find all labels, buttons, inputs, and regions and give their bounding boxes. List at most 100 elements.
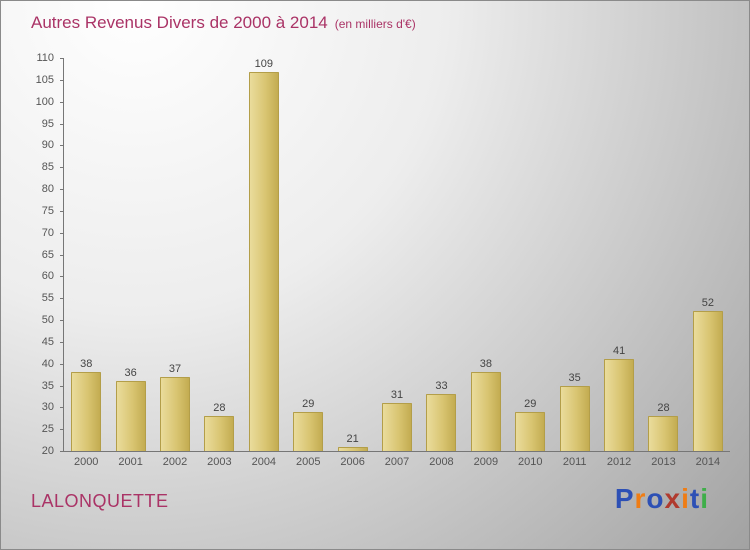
y-axis-tick-label: 105: [35, 73, 54, 86]
bar-value-label: 21: [346, 432, 359, 445]
bar-value-label: 38: [479, 358, 492, 371]
bar: [648, 416, 679, 451]
y-axis-tick-mark: [60, 167, 64, 169]
bar-column: 41: [597, 58, 641, 451]
bar-column: 36: [108, 58, 152, 451]
bar: [559, 385, 590, 451]
bar-value-label: 28: [657, 402, 670, 415]
bar-value-label: 36: [124, 367, 137, 380]
brand-letter: i: [700, 483, 709, 514]
y-axis-tick-label: 90: [41, 139, 54, 152]
bar-column: 37: [153, 58, 197, 451]
bar-value-label: 38: [80, 358, 93, 371]
y-axis-tick-label: 40: [41, 357, 54, 370]
bar-value-label: 29: [524, 397, 537, 410]
bar: [115, 381, 146, 451]
bar-value-label: 37: [168, 362, 182, 375]
brand-letter: o: [646, 483, 665, 514]
x-axis-tick-label: 2011: [562, 456, 587, 468]
bar: [248, 72, 279, 451]
y-axis-tick-mark: [60, 363, 64, 365]
x-axis-tick-label: 2012: [606, 456, 632, 468]
bar: [337, 446, 368, 451]
x-axis-tick-label: 2008: [429, 456, 454, 468]
x-axis-tick-label: 2006: [340, 456, 365, 468]
y-axis-tick-mark: [60, 320, 64, 321]
bar-column: 31: [375, 58, 419, 451]
y-axis-tick-label: 70: [41, 226, 54, 239]
x-axis-tick-label: 2009: [473, 456, 499, 468]
chart-title: Autres Revenus Divers de 2000 à 2014: [31, 13, 328, 32]
bar-value-label: 28: [213, 402, 226, 415]
bar: [71, 372, 102, 451]
x-axis-tick-label: 2001: [118, 456, 143, 468]
bar-column: 33: [419, 58, 463, 451]
y-axis-tick-mark: [60, 254, 64, 256]
bar-value-label: 52: [701, 297, 715, 310]
y-axis-tick-label: 110: [36, 52, 54, 64]
bar: [604, 359, 635, 451]
y-axis-tick-label: 25: [41, 423, 54, 436]
brand-letter: t: [689, 483, 701, 514]
bar: [293, 411, 324, 451]
y-axis-tick-label: 55: [41, 292, 54, 305]
bar: [204, 416, 235, 451]
bar-column: 35: [552, 58, 596, 451]
y-axis-tick-mark: [60, 429, 64, 431]
brand-letter: x: [664, 483, 682, 514]
bar: [382, 402, 413, 451]
bar-value-label: 33: [435, 380, 448, 393]
x-axis-tick-label: 2007: [384, 456, 410, 468]
x-axis-tick-label: 2005: [295, 456, 321, 468]
bar: [426, 394, 457, 451]
y-axis-tick-mark: [60, 232, 64, 234]
bar-value-label: 109: [254, 58, 273, 70]
y-axis-tick-mark: [60, 58, 64, 59]
y-axis-tick-label: 20: [41, 445, 54, 457]
x-axis-tick-label: 2003: [207, 456, 232, 468]
bar: [160, 376, 191, 451]
bars: 38 36 37 28 109 29 21 31 33 38 29 35 41 28 52: [64, 58, 730, 451]
y-axis-tick-mark: [60, 101, 64, 103]
bar-column: 21: [330, 58, 374, 451]
y-axis-tick-label: 30: [41, 401, 54, 414]
bar-column: 28: [641, 58, 685, 451]
y-axis-tick-label: 60: [41, 270, 54, 283]
x-axis-tick-label: 2000: [73, 456, 99, 468]
x-axis-tick-label: 2013: [651, 456, 676, 468]
bar-column: 38: [64, 58, 108, 451]
bar-value-label: 31: [390, 388, 404, 401]
y-axis-tick-label: 50: [41, 314, 54, 326]
y-axis-tick-label: 95: [41, 117, 54, 130]
bar: [692, 311, 723, 451]
bar: [470, 372, 501, 451]
y-axis-tick-mark: [60, 79, 64, 81]
y-axis-tick-label: 45: [41, 335, 54, 348]
brand-letter: P: [614, 483, 635, 514]
plot-area: 38 36 37 28 109 29 21 31 33 38 29 35 41 28 52 2000 2001…: [36, 52, 730, 468]
bar-column: 29: [286, 58, 330, 451]
y-axis-tick-mark: [60, 145, 64, 147]
y-axis-tick-label: 85: [41, 161, 54, 174]
y-axis-tick-mark: [60, 189, 64, 190]
y-axis-tick-mark: [60, 298, 64, 300]
bar-value-label: 41: [612, 345, 626, 358]
x-axis-tick-label: 2004: [251, 456, 277, 468]
x-axis-tick-label: 2014: [695, 456, 721, 468]
bar-column: 38: [464, 58, 508, 451]
bar-value-label: 35: [568, 371, 581, 384]
y-axis-tick-label: 35: [41, 379, 54, 392]
y-axis-tick-mark: [60, 276, 64, 278]
y-axis-tick-label: 80: [41, 183, 54, 195]
y-axis-tick-mark: [60, 407, 64, 409]
y-axis-tick-mark: [60, 341, 64, 343]
bar: [515, 411, 546, 451]
y-axis-tick-label: 100: [35, 95, 54, 108]
y-axis-tick-mark: [60, 385, 64, 387]
bar-column: 52: [686, 58, 730, 451]
brand-letter: r: [634, 483, 647, 514]
location-label: LALONQUETTE: [31, 491, 169, 511]
y-axis-tick-mark: [60, 210, 64, 212]
y-axis-tick-label: 65: [41, 248, 54, 261]
